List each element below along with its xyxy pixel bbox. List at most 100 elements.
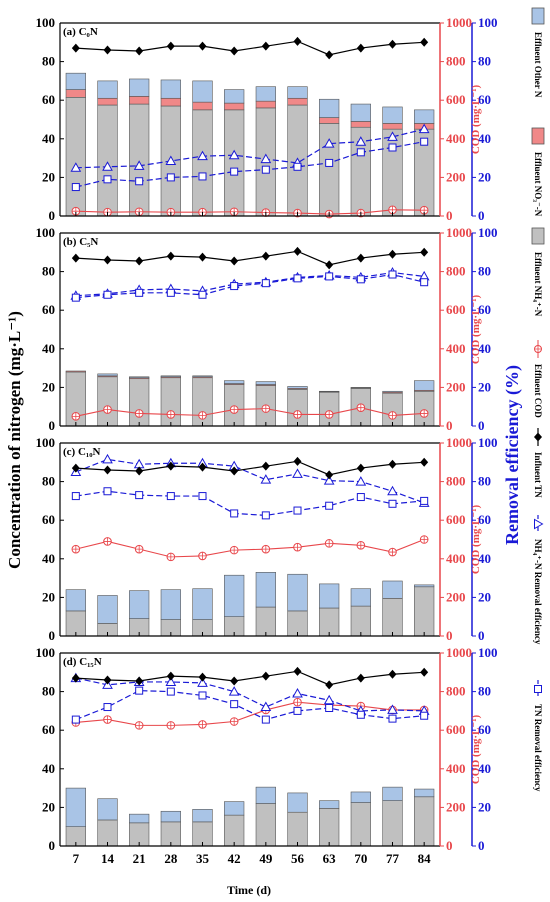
bar-other-n: [160, 375, 181, 378]
nh4-removal-point: [102, 453, 113, 464]
tick-label-cod: 200: [446, 799, 466, 814]
tick-label-removal: 60: [478, 302, 491, 317]
tick-label-removal: 40: [478, 551, 491, 566]
tick-label-left: 60: [42, 722, 55, 737]
x-tick-label: 14: [101, 851, 115, 866]
tick-label-cod: 800: [446, 264, 466, 279]
tn-removal-line: [75, 490, 425, 516]
bar-nh4: [382, 598, 403, 637]
influent-tn-point: [356, 463, 365, 473]
bar-other-n: [255, 86, 276, 102]
tn-removal-point: [103, 290, 112, 299]
nh4-removal-point: [292, 468, 303, 478]
influent-tn-line: [75, 460, 425, 476]
cod-line: [75, 407, 425, 417]
cod-point-cross: [167, 721, 175, 730]
tn-removal-point: [166, 687, 175, 696]
cod-point-cross: [357, 403, 365, 412]
tn-removal-point: [103, 175, 112, 184]
bar-no3: [129, 96, 150, 105]
cod-axis-label: COD (mg·L⁻¹): [470, 715, 482, 785]
nh4-removal-point: [133, 160, 145, 170]
panel-2: 0 0 0 20 200 20 40 400 40 60 600 60 80 800 80 100 1000 10…: [36, 435, 498, 643]
legend-label: Influent TN: [533, 452, 543, 498]
influent-tn-point: [356, 253, 365, 263]
tick-label-cod: 0: [446, 628, 453, 643]
bar-nh4: [287, 389, 308, 427]
cod-point-cross: [293, 543, 302, 552]
tick-label-left: 60: [42, 302, 55, 317]
tn-removal-point: [293, 274, 302, 283]
influent-tn-point: [135, 46, 144, 56]
bar-other-n: [65, 589, 86, 612]
cod-point-cross: [262, 404, 270, 413]
bar-no3: [224, 102, 245, 111]
tick-label-removal: 80: [478, 684, 491, 699]
tick-label-cod: 400: [446, 341, 466, 356]
cod-point-cross: [103, 715, 112, 724]
tick-label-removal: 0: [478, 418, 485, 433]
bar-nh4: [382, 392, 403, 427]
tick-label-left: 0: [49, 628, 56, 643]
panel-label: (a) C₀N: [63, 26, 98, 38]
influent-tn-point: [261, 461, 270, 471]
legend-item: Effluent Other N: [531, 7, 545, 98]
legend-marker: [534, 518, 544, 530]
tn-removal-point: [198, 172, 207, 181]
bar-other-n: [97, 595, 118, 624]
x-axis-label: Time (d): [227, 883, 271, 897]
bar-other-n: [224, 380, 245, 384]
tn-removal-point: [420, 137, 429, 146]
bar-other-n: [129, 78, 150, 97]
tick-label-left: 60: [42, 92, 55, 107]
bar-nh4: [319, 391, 340, 427]
tn-removal-point: [388, 714, 397, 723]
cod-axis-label: COD (mg·L⁻¹): [470, 295, 482, 365]
tn-removal-line: [75, 273, 425, 299]
tick-label-left: 80: [42, 54, 55, 69]
cod-point-cross: [325, 539, 333, 548]
bar-nh4: [255, 606, 276, 637]
tn-removal-point: [261, 279, 270, 288]
tn-removal-point: [261, 165, 270, 174]
legend-label: Effluent COD: [533, 364, 543, 418]
bar-nh4: [319, 607, 340, 637]
bar-other-n: [224, 801, 245, 816]
tn-removal-point: [135, 177, 144, 186]
bar-other-n: [255, 381, 276, 385]
bar-nh4: [287, 811, 308, 847]
tick-label-cod: 600: [446, 302, 466, 317]
influent-tn-point: [135, 256, 144, 266]
bar-no3: [192, 101, 213, 111]
cod-point-cross: [198, 720, 207, 729]
tn-removal-point: [135, 491, 144, 500]
bar-other-n: [350, 103, 371, 122]
influent-tn-point: [420, 457, 429, 467]
influent-tn-point: [135, 466, 144, 476]
cod-line: [75, 538, 425, 558]
nh4-removal-point: [165, 676, 177, 686]
bar-other-n: [129, 813, 150, 824]
influent-tn-point: [420, 667, 429, 677]
influent-tn-point: [71, 673, 80, 683]
bar-other-n: [319, 98, 340, 118]
bar-nh4: [129, 103, 150, 217]
cod-point-cross: [357, 541, 365, 550]
tick-label-left: 20: [42, 589, 55, 604]
bar-other-n: [414, 584, 435, 588]
legend-marker-cross: [534, 345, 542, 353]
nh4-removal-point: [70, 162, 82, 172]
influent-tn-point: [166, 41, 175, 51]
tn-removal-point: [325, 501, 334, 510]
x-tick-label: 49: [259, 851, 273, 866]
influent-tn-point: [71, 253, 80, 263]
bar-nh4: [97, 376, 118, 427]
bar-nh4: [382, 128, 403, 217]
influent-tn-point: [230, 46, 239, 56]
tick-label-left: 100: [36, 15, 56, 30]
influent-tn-point: [388, 39, 397, 49]
tn-removal-point: [71, 183, 80, 192]
tn-removal-point: [293, 706, 302, 715]
panel-label: (b) C₅N: [63, 236, 98, 248]
legend-item: Effluent COD: [533, 340, 543, 418]
